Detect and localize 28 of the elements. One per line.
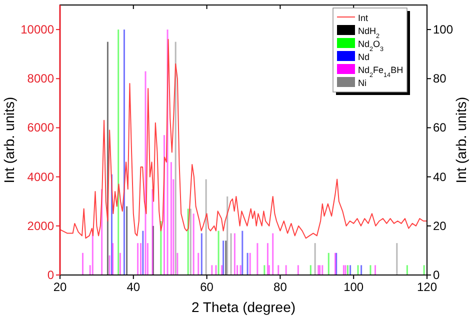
- x-tick-label: 100: [344, 280, 364, 294]
- y2-tick-label: 80: [433, 72, 447, 86]
- x-tick-label: 40: [126, 280, 140, 294]
- y-tick-label: 8000: [27, 72, 54, 86]
- y2-tick-label: 100: [433, 22, 454, 37]
- y-tick-label: 6000: [27, 120, 54, 135]
- y-tick-label: 2000: [27, 218, 54, 233]
- y-tick-label: 10000: [20, 22, 54, 37]
- y-tick-label: 0: [47, 268, 54, 282]
- y2-tick-label: 40: [433, 170, 447, 184]
- y-tick-label: 4000: [27, 170, 54, 184]
- legend-label: Nd$_{2}$Fe$_{14}$BH: [358, 65, 404, 78]
- legend-label: Ni: [358, 78, 366, 88]
- line-series: [60, 38, 428, 239]
- x-tick-label: 120: [416, 280, 438, 294]
- x-tick-label: 20: [53, 280, 67, 294]
- x-axis-title: 2 Theta (degree): [191, 299, 296, 315]
- legend-label: Nd: [358, 52, 370, 62]
- y2-tick-label: 20: [433, 218, 447, 233]
- legend-label: Int: [358, 13, 369, 23]
- x-tick-label: 80: [274, 280, 288, 294]
- y-axis-title: Int (arb. units): [1, 96, 17, 184]
- x-tick-label: 60: [200, 280, 214, 294]
- y2-axis-title: Int (arb. units): [453, 96, 469, 184]
- y2-tick-label: 0: [433, 268, 440, 282]
- y2-tick-label: 60: [433, 120, 447, 135]
- legend-label: Nd$_{2}$O$_{3}$: [358, 39, 384, 52]
- legend-label: NdH$_{2}$: [358, 26, 380, 40]
